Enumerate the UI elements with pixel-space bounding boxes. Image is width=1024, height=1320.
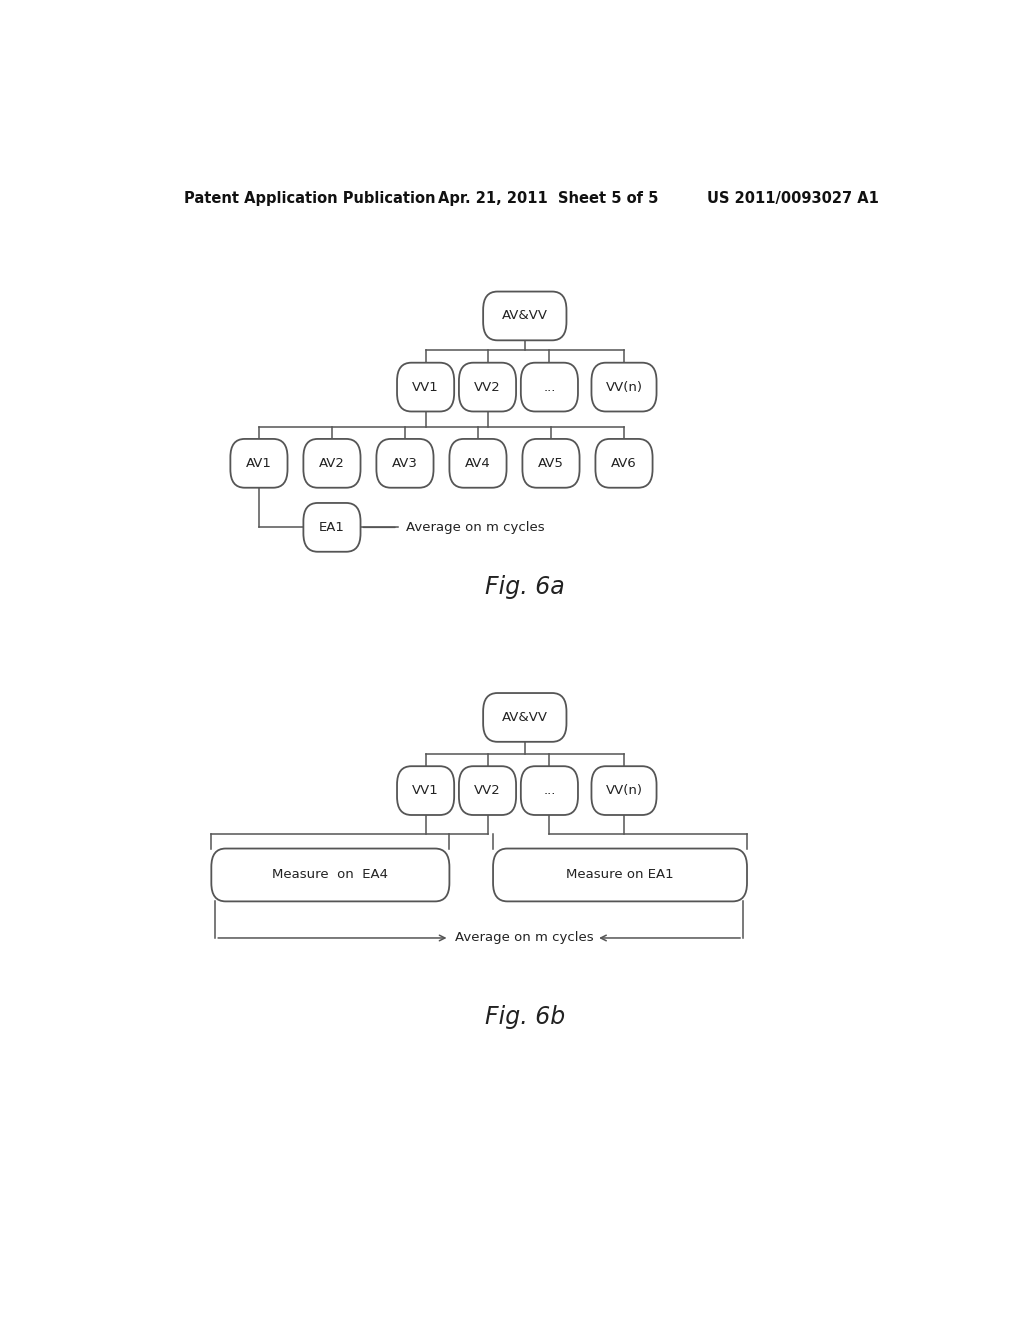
Text: VV(n): VV(n) [605, 784, 642, 797]
Text: Fig. 6a: Fig. 6a [485, 576, 564, 599]
FancyBboxPatch shape [592, 766, 656, 814]
Text: AV5: AV5 [538, 457, 564, 470]
FancyBboxPatch shape [522, 440, 580, 487]
Text: AV&VV: AV&VV [502, 711, 548, 723]
Text: ...: ... [543, 380, 556, 393]
Text: AV6: AV6 [611, 457, 637, 470]
FancyBboxPatch shape [397, 766, 455, 814]
Text: VV2: VV2 [474, 784, 501, 797]
Text: Fig. 6b: Fig. 6b [484, 1006, 565, 1030]
Text: VV1: VV1 [413, 380, 439, 393]
Text: AV1: AV1 [246, 457, 272, 470]
Text: AV3: AV3 [392, 457, 418, 470]
FancyBboxPatch shape [459, 766, 516, 814]
Text: VV2: VV2 [474, 380, 501, 393]
FancyBboxPatch shape [494, 849, 748, 902]
FancyBboxPatch shape [459, 363, 516, 412]
Text: ...: ... [543, 784, 556, 797]
Text: AV2: AV2 [319, 457, 345, 470]
Text: Apr. 21, 2011  Sheet 5 of 5: Apr. 21, 2011 Sheet 5 of 5 [437, 191, 657, 206]
FancyBboxPatch shape [303, 503, 360, 552]
FancyBboxPatch shape [521, 766, 578, 814]
FancyBboxPatch shape [211, 849, 450, 902]
Text: Average on m cycles: Average on m cycles [406, 521, 545, 533]
Text: Measure  on  EA4: Measure on EA4 [272, 869, 388, 882]
FancyBboxPatch shape [230, 440, 288, 487]
FancyBboxPatch shape [377, 440, 433, 487]
FancyBboxPatch shape [595, 440, 652, 487]
Text: AV4: AV4 [465, 457, 490, 470]
Text: VV1: VV1 [413, 784, 439, 797]
FancyBboxPatch shape [450, 440, 507, 487]
FancyBboxPatch shape [592, 363, 656, 412]
Text: Average on m cycles: Average on m cycles [456, 932, 594, 945]
FancyBboxPatch shape [303, 440, 360, 487]
Text: Patent Application Publication: Patent Application Publication [183, 191, 435, 206]
FancyBboxPatch shape [483, 693, 566, 742]
Text: AV&VV: AV&VV [502, 309, 548, 322]
Text: VV(n): VV(n) [605, 380, 642, 393]
Text: Measure on EA1: Measure on EA1 [566, 869, 674, 882]
FancyBboxPatch shape [397, 363, 455, 412]
Text: US 2011/0093027 A1: US 2011/0093027 A1 [708, 191, 880, 206]
FancyBboxPatch shape [483, 292, 566, 341]
FancyBboxPatch shape [521, 363, 578, 412]
Text: EA1: EA1 [319, 521, 345, 533]
